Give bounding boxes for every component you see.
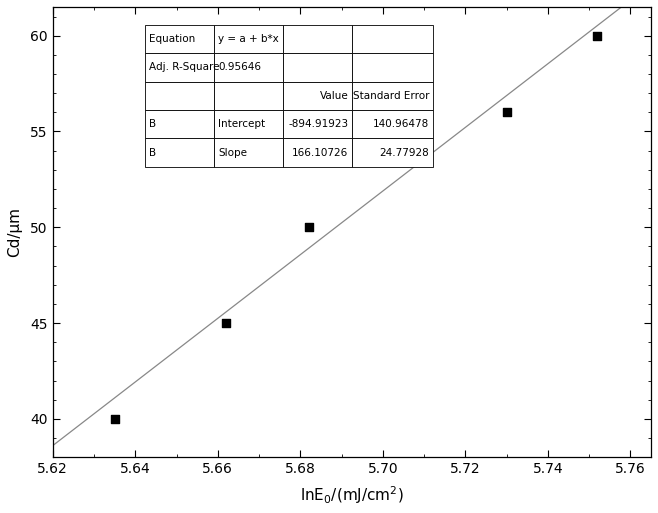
Bar	[145, 25, 215, 53]
Bar	[215, 53, 283, 82]
Point	[109, 415, 120, 423]
Bar	[352, 82, 433, 110]
Bar	[352, 139, 433, 167]
Bar	[283, 82, 352, 110]
Bar	[283, 25, 352, 53]
Bar	[215, 25, 283, 53]
X-axis label: lnE$_0$/(mJ/cm$^2$): lnE$_0$/(mJ/cm$^2$)	[300, 484, 404, 506]
Y-axis label: Cd/μm: Cd/μm	[7, 207, 22, 257]
Bar	[145, 110, 215, 139]
Point	[501, 108, 512, 116]
Bar	[283, 53, 352, 82]
Bar	[145, 53, 215, 82]
Text: Standard Error: Standard Error	[353, 91, 429, 101]
Bar	[352, 110, 433, 139]
Text: 24.77928: 24.77928	[380, 148, 429, 157]
Text: 140.96478: 140.96478	[373, 119, 429, 129]
Bar	[283, 110, 352, 139]
Text: Equation: Equation	[149, 34, 195, 44]
Bar	[352, 53, 433, 82]
Text: Intercept: Intercept	[218, 119, 265, 129]
Text: Slope: Slope	[218, 148, 247, 157]
Text: 166.10726: 166.10726	[292, 148, 348, 157]
Text: -894.91923: -894.91923	[288, 119, 348, 129]
Text: Value: Value	[320, 91, 348, 101]
Bar	[283, 139, 352, 167]
Bar	[145, 82, 215, 110]
Bar	[352, 25, 433, 53]
Bar	[145, 139, 215, 167]
Text: y = a + b*x: y = a + b*x	[218, 34, 278, 44]
Text: 0.95646: 0.95646	[218, 63, 261, 72]
Text: B: B	[149, 148, 156, 157]
Bar	[215, 110, 283, 139]
Point	[221, 319, 232, 327]
Text: Adj. R-Square: Adj. R-Square	[149, 63, 220, 72]
Text: B: B	[149, 119, 156, 129]
Point	[592, 32, 603, 40]
Bar	[215, 82, 283, 110]
Point	[303, 223, 314, 231]
Bar	[215, 139, 283, 167]
